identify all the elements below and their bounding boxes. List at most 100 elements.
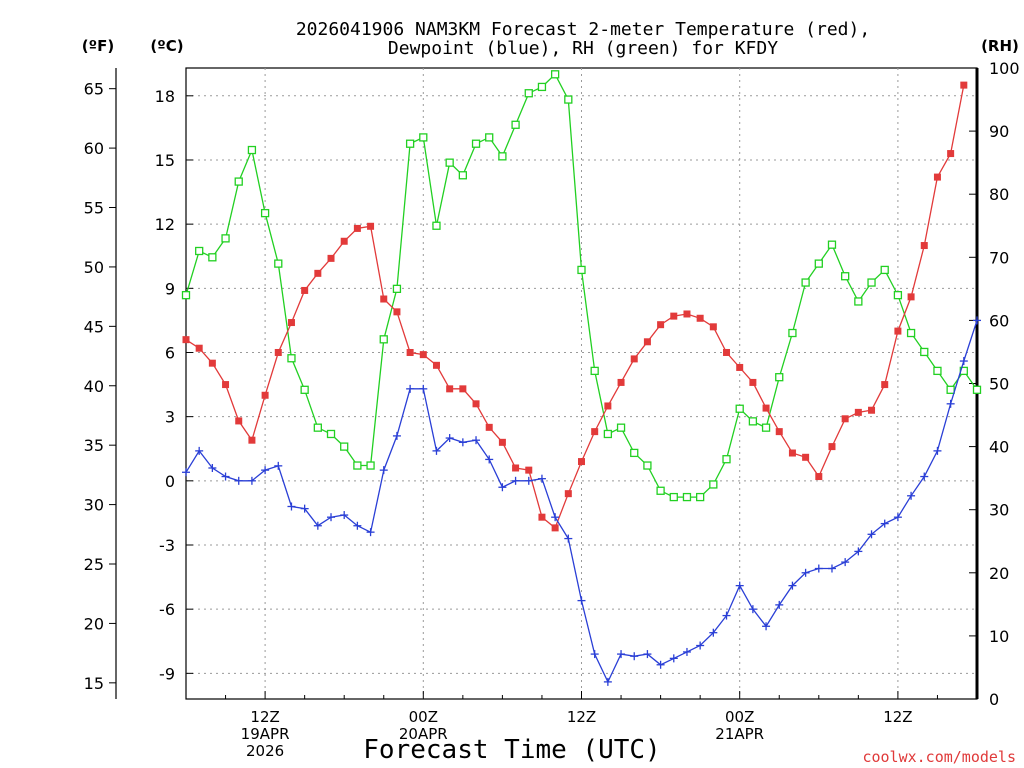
rh-point xyxy=(841,272,850,281)
temperature-point xyxy=(485,423,493,431)
rh-point xyxy=(313,423,322,432)
dewpoint-point xyxy=(735,581,744,590)
rh-point xyxy=(801,278,810,287)
fahrenheit-tick-label: 60 xyxy=(84,139,104,158)
dewpoint-point xyxy=(537,474,546,483)
fahrenheit-tick-label: 30 xyxy=(84,496,104,515)
dewpoint-point xyxy=(590,650,599,659)
dewpoint-point xyxy=(748,605,757,614)
temperature-point xyxy=(222,381,230,389)
rh-point xyxy=(564,95,573,104)
rh-point xyxy=(682,492,692,502)
dewpoint-point xyxy=(682,647,691,656)
temperature-point xyxy=(393,308,401,316)
rh-point xyxy=(379,335,388,344)
temperature-point xyxy=(301,286,309,294)
chart-title-line1: 2026041906 NAM3KM Forecast 2-meter Tempe… xyxy=(296,19,870,40)
rh-point xyxy=(643,461,652,470)
rh-point xyxy=(221,234,230,243)
dewpoint-point xyxy=(841,558,850,567)
dewpoint-point xyxy=(340,511,349,520)
rh-point xyxy=(405,139,415,148)
temperature-point xyxy=(643,338,651,346)
temperature-point xyxy=(709,323,717,331)
temperature-point xyxy=(815,473,823,481)
rh-point xyxy=(709,480,718,489)
fahrenheit-axis: 65 60 55 50 45 40 35 30 25 20 15 xyxy=(84,80,116,693)
celsius-tick-label: 3 xyxy=(165,408,175,427)
dewpoint-point xyxy=(603,677,612,686)
dewpoint-point xyxy=(551,513,560,522)
dewpoint-point xyxy=(827,564,836,573)
temperature-point xyxy=(235,417,243,425)
dewpoint-point xyxy=(247,476,256,485)
dewpoint-point xyxy=(432,446,441,455)
temperature-point xyxy=(617,378,625,386)
dewpoint-point xyxy=(419,384,428,393)
time-tick-label: 21APR xyxy=(715,725,764,743)
fahrenheit-tick-label: 40 xyxy=(84,377,104,396)
dewpoint-point xyxy=(907,491,916,500)
series-line-temperature xyxy=(185,84,965,529)
dewpoint-point xyxy=(709,628,718,637)
rh-point xyxy=(972,385,982,394)
time-tick-label: 12Z xyxy=(250,708,279,726)
series-temperature xyxy=(182,81,968,532)
dewpoint-point xyxy=(643,650,652,659)
temperature-point xyxy=(327,254,335,262)
dewpoint-point xyxy=(511,476,520,485)
fahrenheit-tick-label: 25 xyxy=(84,555,104,574)
celsius-tick-label: 0 xyxy=(165,472,175,491)
rh-point xyxy=(208,253,217,262)
dewpoint-point xyxy=(880,519,889,528)
dewpoint-point xyxy=(327,513,336,522)
dewpoint-point xyxy=(762,622,771,631)
dewpoint-point xyxy=(261,466,270,475)
temperature-point xyxy=(208,359,216,367)
celsius-tick-label: -6 xyxy=(159,600,175,619)
temperature-point xyxy=(828,443,836,451)
temperature-point xyxy=(736,363,744,371)
temperature-point xyxy=(920,242,928,250)
fahrenheit-tick-label: 45 xyxy=(84,317,104,336)
dewpoint-point xyxy=(300,504,309,513)
temperature-point xyxy=(723,348,731,356)
dewpoint-point xyxy=(392,431,401,440)
fahrenheit-tick-label: 20 xyxy=(84,614,104,633)
rh-point xyxy=(195,246,204,256)
temperature-point xyxy=(868,406,876,414)
dewpoint-point xyxy=(182,468,190,477)
time-tick-label: 12Z xyxy=(567,708,596,726)
x-axis-label: Forecast Time (UTC) xyxy=(363,735,660,765)
celsius-tick-label: -3 xyxy=(159,536,175,555)
temperature-point xyxy=(670,312,678,320)
rh-point xyxy=(537,82,547,92)
dewpoint-point xyxy=(445,434,454,443)
rh-point xyxy=(893,291,903,300)
dewpoint-point xyxy=(564,534,573,543)
temperature-point xyxy=(261,391,269,399)
temperature-point xyxy=(696,314,704,322)
fahrenheit-tick-label: 65 xyxy=(84,80,104,99)
rh-point xyxy=(485,133,494,142)
celsius-tick-label: 12 xyxy=(155,215,175,234)
rh-point xyxy=(445,158,454,167)
dewpoint-point xyxy=(814,564,823,573)
dewpoint-point xyxy=(722,611,731,620)
rh-point xyxy=(340,442,349,451)
fahrenheit-tick-label: 55 xyxy=(84,199,104,218)
fahrenheit-tick-label: 35 xyxy=(84,436,104,455)
temperature-point xyxy=(432,361,440,369)
rh-point xyxy=(616,423,626,432)
rh-point xyxy=(511,120,520,129)
dewpoint-point xyxy=(353,521,362,530)
rh-point xyxy=(814,259,823,268)
rh-point xyxy=(696,492,705,502)
rh-point xyxy=(603,429,613,439)
rh-point xyxy=(498,152,507,161)
celsius-tick-label: -9 xyxy=(159,664,175,683)
rh-point xyxy=(577,265,586,275)
dewpoint-point xyxy=(867,530,876,539)
dewpoint-point xyxy=(696,641,705,650)
